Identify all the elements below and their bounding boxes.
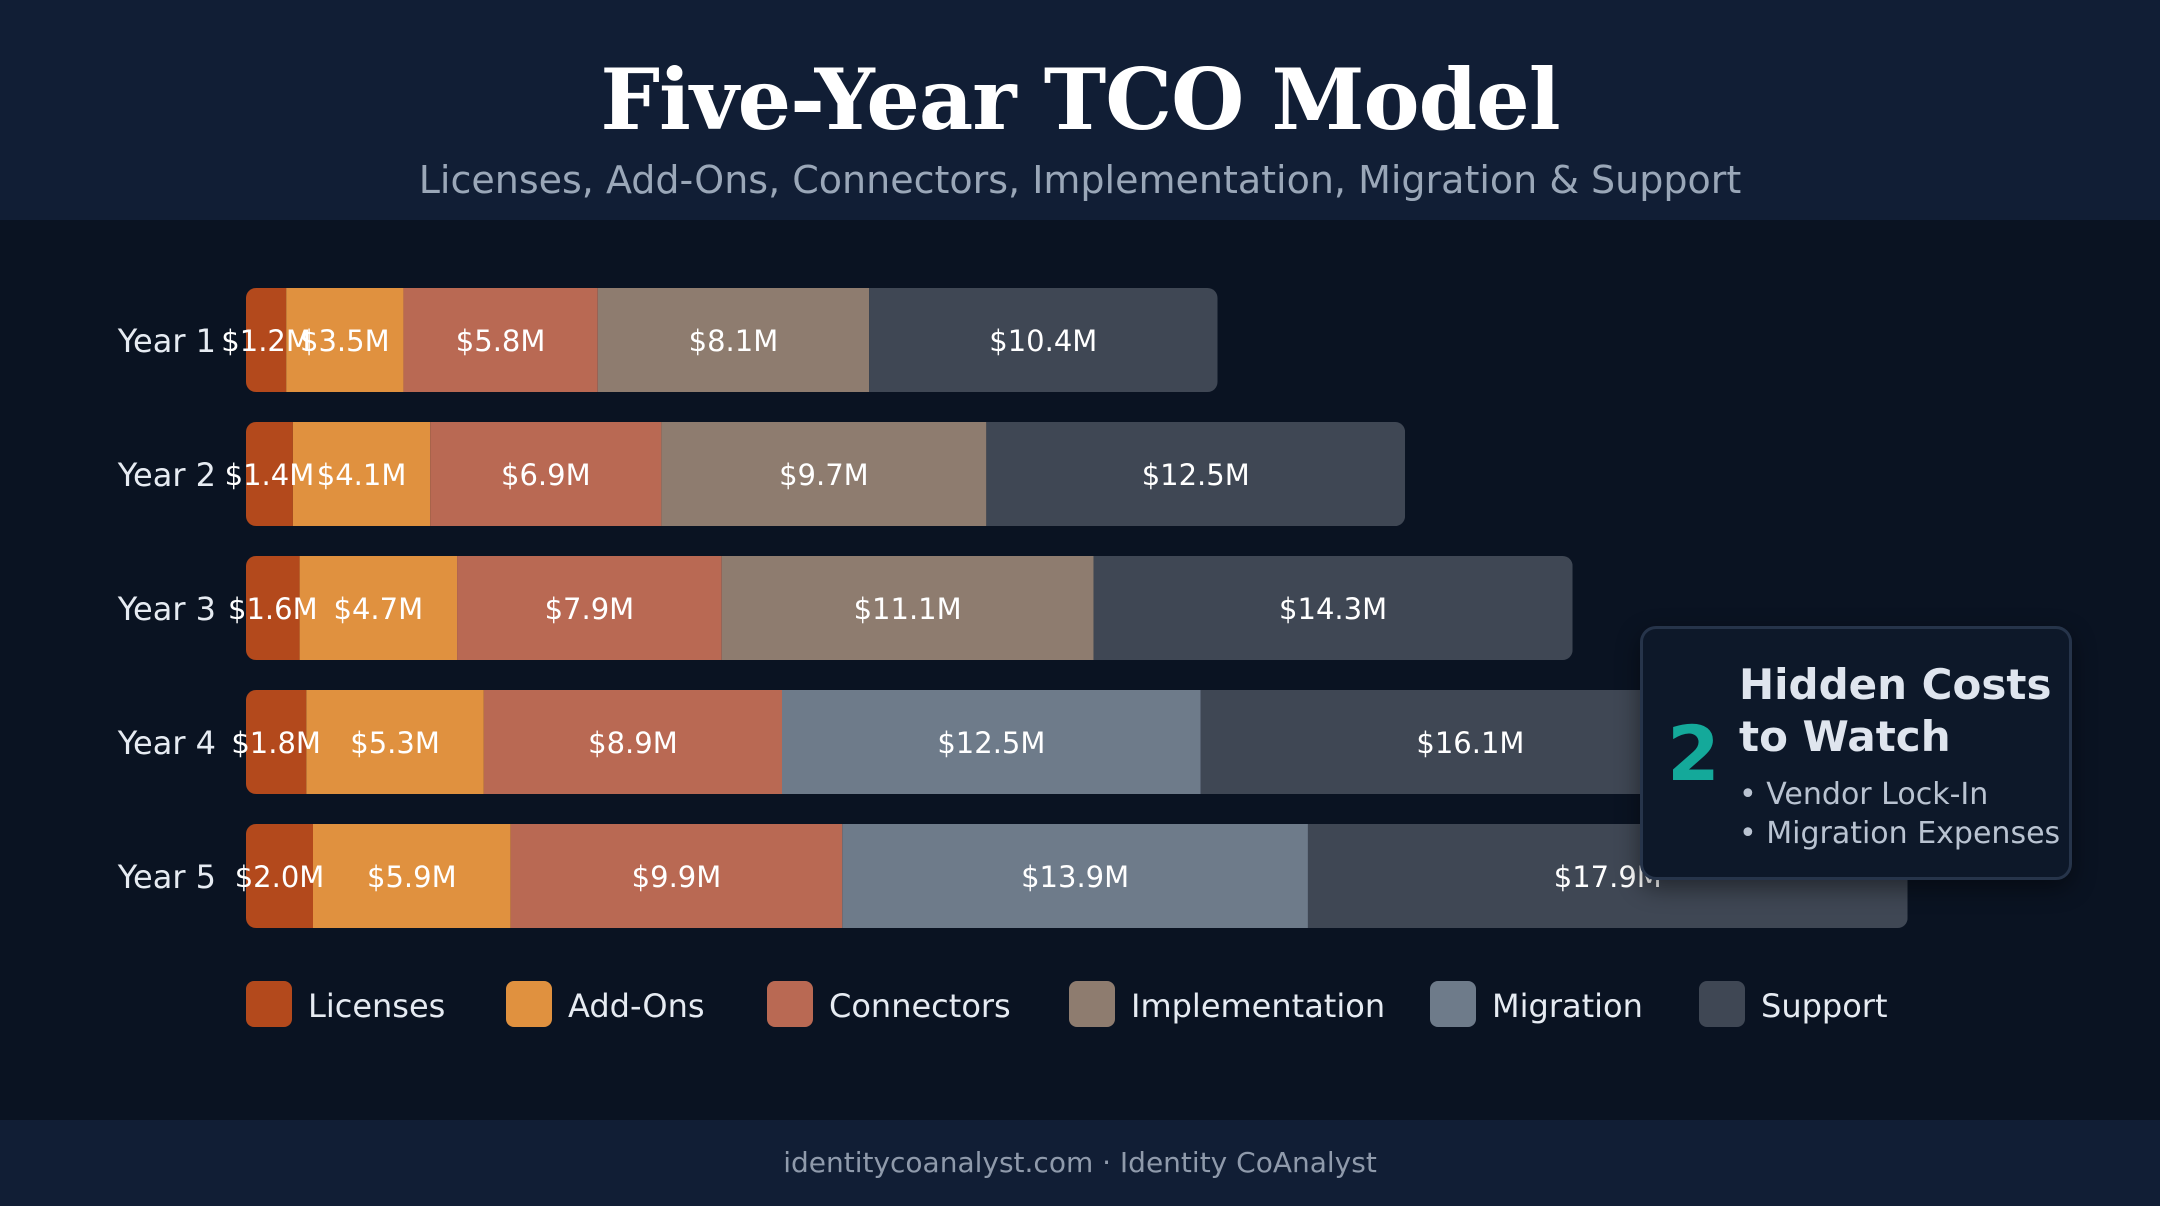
bar-row-year-3 (246, 556, 1573, 660)
callout-list: Vendor Lock-In Migration Expenses (1739, 775, 2060, 853)
data-label-year-1-implementation: $8.1M (689, 324, 779, 358)
legend-label-implementation: Implementation (1131, 987, 1385, 1025)
callout-item-vendor-lock-in: Vendor Lock-In (1739, 775, 2060, 814)
bar-segment-year-3-support (1093, 556, 1573, 660)
bar-segment-year-4-connectors (483, 690, 782, 794)
data-label-year-3-licenses: $1.6M (228, 592, 318, 626)
chart-title: Five-Year TCO Model (600, 50, 1560, 149)
callout-number: 2 (1667, 709, 1720, 798)
data-label-year-2-add-ons: $4.1M (317, 458, 407, 492)
bar-segment-year-1-support (869, 288, 1218, 392)
footer-credit: identitycoanalyst.com · Identity CoAnaly… (783, 1146, 1377, 1179)
chart-subtitle: Licenses, Add-Ons, Connectors, Implement… (418, 158, 1742, 202)
footer: identitycoanalyst.com · Identity CoAnaly… (0, 1120, 2160, 1206)
legend-swatch-implementation (1069, 981, 1115, 1027)
data-label-year-2-implementation: $9.7M (779, 458, 869, 492)
bar-row-year-4 (246, 690, 1741, 794)
data-label-year-4-licenses: $1.8M (231, 726, 321, 760)
data-label-year-4-support: $16.1M (1416, 726, 1524, 760)
bar-segment-year-2-support (986, 422, 1406, 526)
data-label-year-5-connectors: $9.9M (632, 860, 722, 894)
bar-row-year-2 (246, 422, 1406, 526)
header: Five-Year TCO Model Licenses, Add-Ons, C… (0, 0, 2160, 220)
data-label-year-3-add-ons: $4.7M (334, 592, 424, 626)
category-label-year-3: Year 3 (117, 590, 216, 628)
bar-row-year-1 (246, 288, 1218, 392)
callout-item-migration-expenses: Migration Expenses (1739, 814, 2060, 853)
bar-segment-year-3-licenses (246, 556, 300, 660)
bar-segment-year-2-implementation (661, 422, 987, 526)
bar-segment-year-1-licenses (246, 288, 287, 392)
data-label-year-3-connectors: $7.9M (545, 592, 635, 626)
bar-segment-year-2-connectors (430, 422, 662, 526)
bar-segment-year-4-migration (782, 690, 1201, 794)
data-label-year-1-licenses: $1.2M (221, 324, 311, 358)
data-label-year-2-connectors: $6.9M (501, 458, 591, 492)
bar-segment-year-4-add-ons (306, 690, 484, 794)
data-label-year-2-support: $12.5M (1142, 458, 1250, 492)
data-label-year-3-implementation: $11.1M (854, 592, 962, 626)
callout-title: Hidden Costs to Watch (1739, 660, 2052, 761)
legend-label-add-ons: Add-Ons (568, 987, 705, 1025)
category-label-year-4: Year 4 (117, 724, 216, 762)
bar-segment-year-3-connectors (457, 556, 722, 660)
bar-segment-year-1-implementation (597, 288, 870, 392)
bar-segment-year-5-migration (842, 824, 1308, 928)
legend-swatch-migration (1430, 981, 1476, 1027)
bar-segment-year-1-add-ons (286, 288, 404, 392)
legend-swatch-connectors (767, 981, 813, 1027)
stacked-bar-chart: Year 1 $1.2M$3.5M $5.8M $8.1M $10.4M Year 2 $1… (117, 288, 1908, 1027)
bar-segment-year-5-licenses (246, 824, 313, 928)
bar-segment-year-2-add-ons (292, 422, 431, 526)
data-label-year-1-connectors: $5.8M (456, 324, 546, 358)
category-label-year-2: Year 2 (117, 456, 216, 494)
bar-segment-year-1-connectors (403, 288, 598, 392)
legend-label-support: Support (1761, 987, 1888, 1025)
data-label-year-1-add-ons: $3.5M (300, 324, 390, 358)
bar-segment-year-3-add-ons (299, 556, 458, 660)
hidden-costs-callout: 2 Hidden Costs to Watch Vendor Lock-In M… (1640, 626, 2072, 880)
data-label-year-4-add-ons: $5.3M (350, 726, 440, 760)
legend-label-connectors: Connectors (829, 987, 1011, 1025)
legend-label-migration: Migration (1492, 987, 1643, 1025)
data-label-year-5-add-ons: $5.9M (367, 860, 457, 894)
category-label-year-1: Year 1 (117, 322, 216, 360)
data-label-year-5-licenses: $2.0M (235, 860, 325, 894)
legend-swatch-support (1699, 981, 1745, 1027)
legend-swatch-licenses (246, 981, 292, 1027)
bar-segment-year-5-add-ons (313, 824, 511, 928)
data-label-year-1-support: $10.4M (989, 324, 1097, 358)
category-label-year-5: Year 5 (117, 858, 216, 896)
data-label-year-3-support: $14.3M (1279, 592, 1387, 626)
chart-area: Year 1 $1.2M $3.5M $5.8M $8.1M $10.4M Year 2 $1… (0, 220, 2160, 1120)
bar-segment-year-4-licenses (246, 690, 307, 794)
bar-segment-year-2-licenses (246, 422, 293, 526)
data-label-year-2-licenses: $1.4M (225, 458, 315, 492)
legend-swatch-add-ons (506, 981, 552, 1027)
legend-label-licenses: Licenses (308, 987, 445, 1025)
data-label-year-4-migration: $12.5M (937, 726, 1045, 760)
bar-segment-year-3-implementation (721, 556, 1094, 660)
bar-segment-year-5-connectors (510, 824, 843, 928)
data-label-year-4-connectors: $8.9M (588, 726, 678, 760)
data-label-year-5-migration: $13.9M (1021, 860, 1129, 894)
